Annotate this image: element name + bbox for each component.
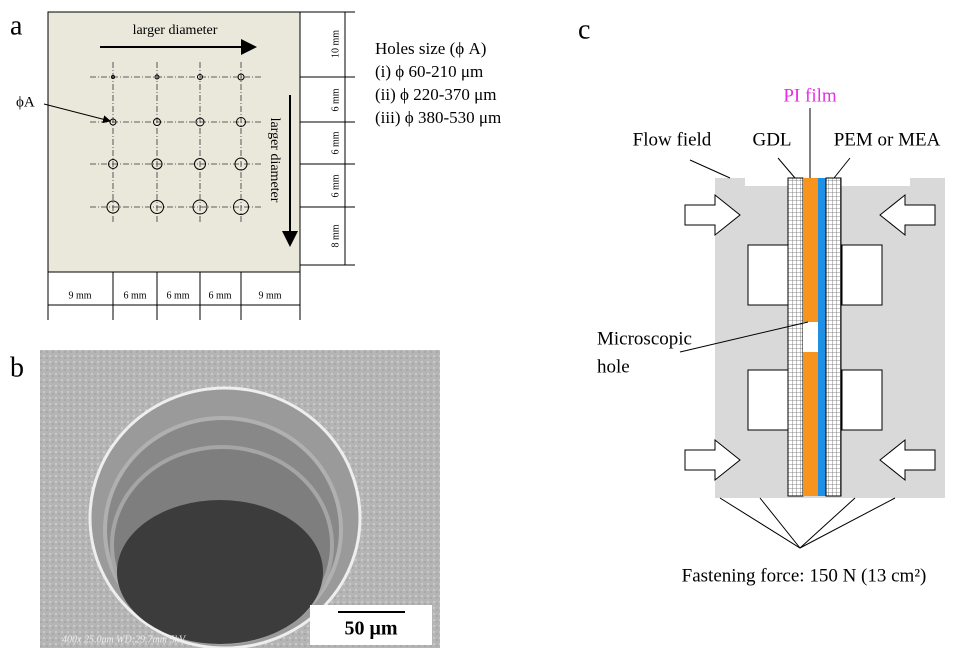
pem [818,178,826,496]
dim-label: 9 mm [258,290,281,301]
hole-label: ϕA [16,94,35,110]
force-label: Fastening force: 150 N (13 cm²) [682,565,927,586]
dim-label: 6 mm [123,290,146,301]
dim-label: 6 mm [166,290,189,301]
gdl-label: GDL [752,129,791,150]
hole-label: Microscopic [597,328,692,349]
arrow-label: larger diameter [267,118,282,203]
dim-label: 9 mm [68,290,91,301]
scale-label: 50 μm [345,618,398,640]
legend-title: Holes size (ϕ A) [375,39,486,58]
figure: a larger diameter larger diameter ϕA 10 … [0,0,973,648]
arrow-label: larger diameter [133,23,218,38]
pem-label: PEM or MEA [834,129,941,150]
legend-item: (iii) ϕ 380-530 μm [375,108,501,127]
dim-label: 6 mm [208,290,231,301]
dim-label: 8 mm [330,224,341,247]
legend-item: (ii) ϕ 220-370 μm [375,85,496,104]
sem-caption: 400x 25.0μm WD:29.7mm 5kV [62,634,187,645]
dims-right [300,12,355,265]
hole [803,322,818,352]
panel-b: b 50 μm 400x 25.0μm WD:29.7mm 5kV [10,350,440,648]
dim-label: 10 mm [330,30,341,58]
flow-field-label: Flow field [633,129,712,150]
panel-a: a larger diameter larger diameter ϕA 10 … [10,10,501,320]
dim-label: 6 mm [330,174,341,197]
gdl [826,178,841,496]
legend-item: (i) ϕ 60-210 μm [375,62,483,81]
hole-bottom [117,500,323,644]
panel-label: c [578,14,590,45]
dim-label: 6 mm [330,131,341,154]
panel-c: c PI film Flow field GDL PEM or MEA Micr… [578,14,945,586]
hole-label: hole [597,356,630,377]
plate [48,12,300,272]
pi-film-label: PI film [783,85,837,106]
panel-label: b [10,352,24,383]
panel-label: a [10,10,23,41]
dim-label: 6 mm [330,88,341,111]
gdl [788,178,803,496]
